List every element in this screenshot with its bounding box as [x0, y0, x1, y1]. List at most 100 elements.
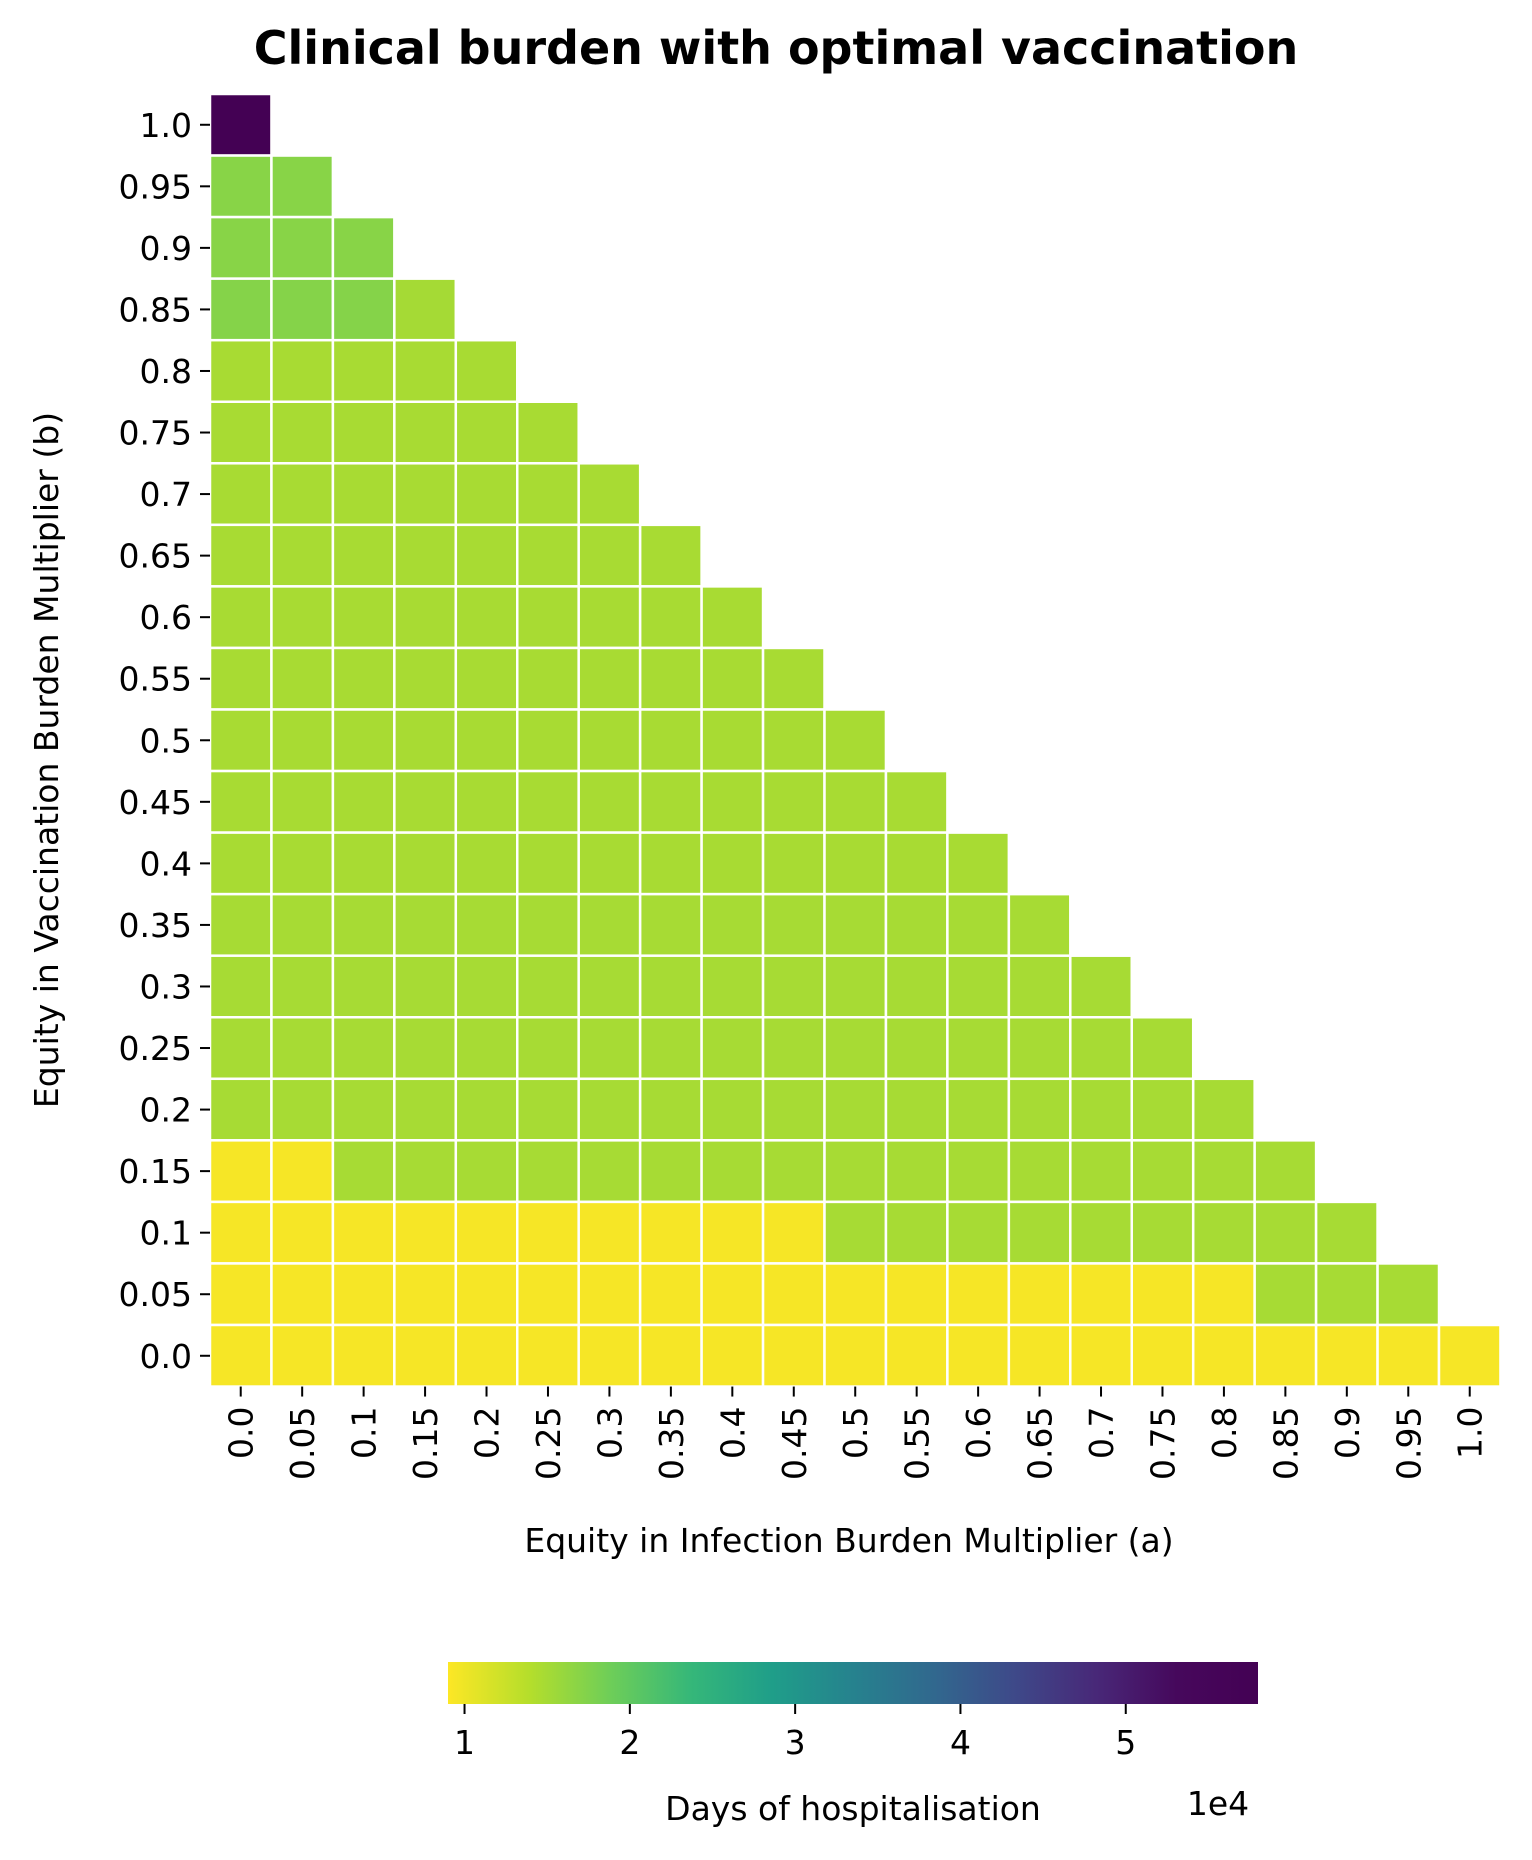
heatmap-cell: [516, 1262, 580, 1327]
heatmap-cell: [454, 1323, 519, 1388]
heatmap-cell: [454, 400, 519, 465]
y-tick-label: 0.45: [119, 783, 192, 822]
heatmap-cell: [638, 1016, 703, 1081]
y-tick-label: 0.15: [119, 1152, 192, 1191]
y-tick-label: 0.75: [119, 414, 192, 453]
heatmap-cell: [516, 892, 580, 957]
heatmap-cell: [1069, 1139, 1134, 1204]
heatmap-cell: [638, 892, 703, 957]
heatmap-cell: [577, 769, 642, 834]
colorbar-tick-label: 5: [1115, 1723, 1136, 1762]
colorbar-tick-label: 2: [619, 1723, 640, 1762]
heatmap-cell: [1069, 954, 1134, 1019]
heatmap-cell: [1253, 1200, 1318, 1265]
heatmap-cell: [577, 462, 642, 527]
y-tick-label: 0.55: [119, 660, 192, 699]
x-tick-label: 0.65: [1021, 1407, 1060, 1480]
colorbar-tick-label: 1: [454, 1723, 475, 1762]
heatmap-cell: [208, 1139, 273, 1204]
heatmap-cell: [208, 1262, 273, 1327]
heatmap-cell: [946, 1016, 1011, 1081]
heatmap-cell: [1130, 1323, 1195, 1388]
y-tick-label: 0.95: [119, 167, 192, 206]
heatmap-cell: [1314, 1200, 1379, 1265]
y-tick-label: 0.6: [140, 598, 192, 637]
heatmap-cell: [638, 769, 703, 834]
heatmap-cell: [208, 338, 273, 404]
heatmap-cell: [516, 1200, 580, 1265]
heatmap-cell: [1069, 1262, 1134, 1327]
heatmap-cell: [393, 708, 458, 773]
x-tick-label: 0.25: [529, 1407, 568, 1480]
heatmap-cell: [823, 708, 888, 773]
heatmap-cell: [208, 831, 273, 896]
heatmap-cell: [638, 708, 703, 773]
heatmap-cell: [761, 831, 826, 896]
heatmap-cell: [208, 92, 273, 157]
y-tick-label: 0.7: [140, 475, 192, 514]
heatmap-cell: [823, 892, 888, 957]
heatmap-cell: [638, 954, 703, 1019]
heatmap-cell: [331, 1139, 396, 1204]
heatmap-cell: [638, 831, 703, 896]
heatmap-cell: [1191, 1077, 1256, 1142]
heatmap-cell: [516, 708, 580, 773]
heatmap-cell: [884, 1262, 949, 1327]
heatmap-cell: [884, 1077, 949, 1142]
heatmap-cell: [208, 462, 273, 527]
heatmap-cell: [208, 523, 273, 588]
heatmap-cell: [823, 954, 888, 1019]
heatmap-cell: [700, 646, 765, 711]
heatmap-cell: [700, 708, 765, 773]
x-tick-label: 0.15: [406, 1407, 445, 1480]
heatmap-cell: [454, 1200, 519, 1265]
y-tick-label: 0.25: [119, 1029, 192, 1068]
heatmap-cell: [946, 1139, 1011, 1204]
heatmap-cell: [1376, 1323, 1441, 1388]
heatmap-cell: [1007, 1016, 1072, 1081]
heatmap-cell: [946, 1262, 1011, 1327]
heatmap-cell: [454, 1262, 519, 1327]
heatmap-cell: [208, 1077, 273, 1142]
heatmap-cell: [208, 215, 273, 280]
heatmap-cell: [1130, 1077, 1195, 1142]
heatmap-cell: [638, 1323, 703, 1388]
y-tick-label: 0.8: [140, 352, 192, 391]
heatmap-cell: [208, 154, 273, 219]
heatmap-cell: [331, 1016, 396, 1081]
x-tick-label: 0.2: [468, 1407, 507, 1459]
heatmap-cell: [946, 831, 1011, 896]
y-tick-label: 0.85: [119, 290, 192, 329]
heatmap-cell: [208, 708, 273, 773]
x-tick-label: 0.85: [1266, 1407, 1305, 1480]
y-axis-label: Equity in Vaccination Burden Multiplier …: [27, 412, 66, 1108]
heatmap-cell: [208, 646, 273, 711]
heatmap-cell: [270, 831, 335, 896]
heatmap-cell: [270, 338, 335, 404]
heatmap-cell: [270, 1323, 335, 1388]
x-tick-label: 0.05: [283, 1407, 322, 1480]
heatmap-cell: [1007, 1323, 1072, 1388]
x-tick-label: 0.9: [1328, 1407, 1367, 1459]
heatmap-cell: [270, 400, 335, 465]
heatmap-cell: [577, 1262, 642, 1327]
x-axis-label: Equity in Infection Burden Multiplier (a…: [524, 1521, 1173, 1560]
heatmap-cell: [577, 585, 642, 650]
y-tick-label: 0.1: [140, 1214, 192, 1253]
heatmap-cell: [761, 1016, 826, 1081]
heatmap-cell: [823, 1139, 888, 1204]
heatmap-cell: [454, 646, 519, 711]
heatmap-cell: [761, 1139, 826, 1204]
heatmap-cell: [700, 769, 765, 834]
heatmap-cell: [270, 769, 335, 834]
x-axis-ticks: 0.0 0.05 0.1 0.15 0.2 0.25 0.3 0.35 0.4 0.45 0.5 0.…: [222, 1386, 1490, 1480]
heatmap-cell: [331, 1323, 396, 1388]
heatmap-cell: [270, 1200, 335, 1265]
heatmap-cell: [1069, 1077, 1134, 1142]
y-tick-label: 1.0: [140, 106, 192, 145]
y-tick-label: 0.65: [119, 537, 192, 576]
heatmap-cell: [270, 892, 335, 957]
heatmap-cell: [1069, 1016, 1134, 1081]
heatmap-cell: [270, 954, 335, 1019]
heatmap-cell: [761, 954, 826, 1019]
